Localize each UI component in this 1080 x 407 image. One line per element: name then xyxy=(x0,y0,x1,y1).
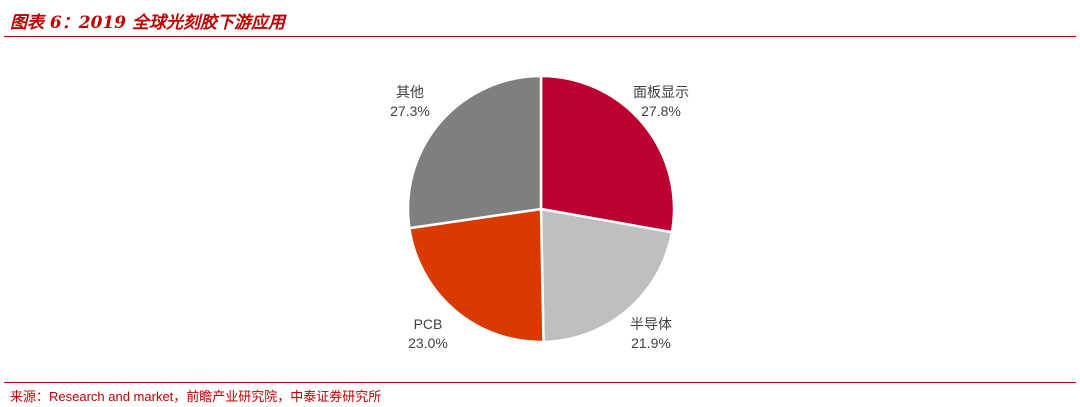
pie-chart-svg: 面板显示 27.8% 半导体 21.9% PCB 23.0% 其他 27.3% xyxy=(390,74,689,351)
slice-category-label: 半导体 xyxy=(630,316,672,332)
pie-slice-2 xyxy=(539,207,674,344)
pie-slice-1 xyxy=(539,74,676,234)
slice-value-label: 23.0% xyxy=(408,335,448,351)
slice-value-label: 27.3% xyxy=(390,103,430,119)
slice-value-label: 21.9% xyxy=(631,335,671,351)
slice-category-label: 面板显示 xyxy=(633,84,689,100)
pie-slice-4 xyxy=(406,74,543,230)
source-bar: 来源：Research and market，前瞻产业研究院，中泰证券研究所 xyxy=(4,382,1076,405)
slice-category-label: PCB xyxy=(414,316,443,332)
title-bar: 图表 6：2019 全球光刻胶下游应用 xyxy=(4,0,1076,37)
pie-chart: 面板显示 27.8% 半导体 21.9% PCB 23.0% 其他 27.3% xyxy=(0,37,1080,382)
source-note: 来源：Research and market，前瞻产业研究院，中泰证券研究所 xyxy=(10,389,382,404)
slice-category-label: 其他 xyxy=(396,84,424,100)
chart-title: 图表 6：2019 全球光刻胶下游应用 xyxy=(10,13,285,33)
slice-value-label: 27.8% xyxy=(641,103,681,119)
pie-slice-3 xyxy=(407,207,545,344)
